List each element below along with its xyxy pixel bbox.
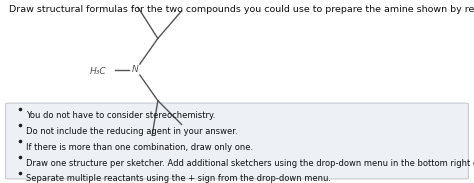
Text: Draw structural formulas for the two compounds you could use to prepare the amin: Draw structural formulas for the two com… [9, 5, 474, 14]
Text: Draw one structure per sketcher. Add additional sketchers using the drop-down me: Draw one structure per sketcher. Add add… [26, 159, 474, 168]
Text: Do not include the reducing agent in your answer.: Do not include the reducing agent in you… [26, 127, 237, 136]
Text: If there is more than one combination, draw only one.: If there is more than one combination, d… [26, 143, 253, 152]
FancyBboxPatch shape [6, 103, 468, 179]
Text: Separate multiple reactants using the + sign from the drop-down menu.: Separate multiple reactants using the + … [26, 174, 331, 183]
Text: N: N [132, 65, 138, 74]
Text: You do not have to consider stereochemistry.: You do not have to consider stereochemis… [26, 111, 215, 120]
Text: H₃C: H₃C [90, 67, 107, 76]
